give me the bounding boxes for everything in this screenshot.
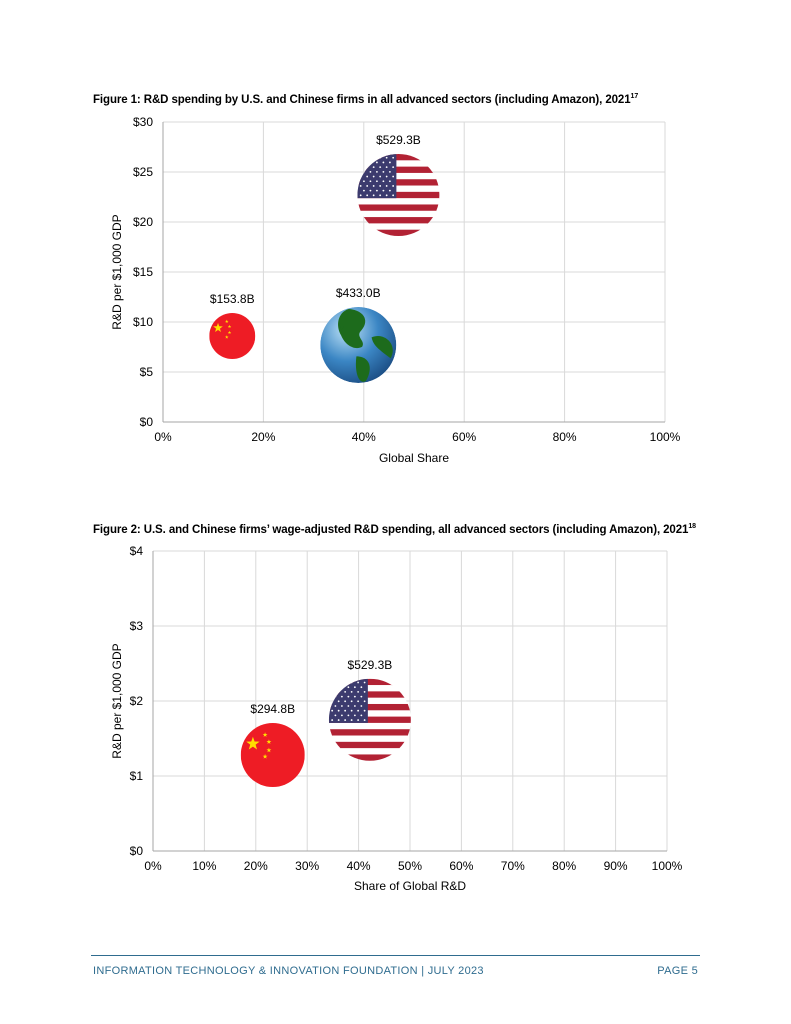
x-tick-label: 30% xyxy=(295,859,319,873)
y-tick-label: $2 xyxy=(130,694,144,708)
footer-page-number: PAGE 5 xyxy=(657,965,698,977)
x-tick-label: 100% xyxy=(650,430,681,444)
x-axis-title: Share of Global R&D xyxy=(354,879,466,893)
figure-2-chart: 0% 10% 20% 30% 40% 50% 60% 70% 80% 90% 100% $0 $1 $2 $… xyxy=(110,544,683,893)
figure-1-chart: 0% 20% 40% 60% 80% 100% $0 $5 $10 $15 $20 $25 $30 Glo… xyxy=(110,115,681,465)
china-flag-icon xyxy=(240,723,305,787)
x-axis-title: Global Share xyxy=(379,451,449,465)
bubble-data-label: $529.3B xyxy=(348,658,393,672)
y-tick-label: $15 xyxy=(133,265,153,279)
y-tick-label: $4 xyxy=(130,544,144,558)
footer-divider xyxy=(91,955,700,956)
x-tick-label: 70% xyxy=(501,859,525,873)
y-tick-label: $0 xyxy=(140,415,154,429)
y-tick-label: $3 xyxy=(130,619,144,633)
bubble-data-label: $294.8B xyxy=(250,702,295,716)
y-tick-label: $1 xyxy=(130,769,144,783)
y-axis-title: R&D per $1,000 GDP xyxy=(110,214,124,329)
x-tick-label: 20% xyxy=(251,430,275,444)
bubble-data-label: $153.8B xyxy=(210,292,255,306)
x-tick-label: 0% xyxy=(144,859,162,873)
y-axis-title: R&D per $1,000 GDP xyxy=(110,643,124,758)
us-flag-icon xyxy=(328,678,411,761)
y-tick-label: $10 xyxy=(133,315,153,329)
x-tick-label: 40% xyxy=(347,859,371,873)
bubble-data-label: $529.3B xyxy=(376,133,421,147)
globe-icon xyxy=(320,307,397,383)
footer-left-text: INFORMATION TECHNOLOGY & INNOVATION FOUN… xyxy=(93,965,484,977)
y-tick-label: $30 xyxy=(133,115,153,129)
x-tick-label: 100% xyxy=(652,859,683,873)
x-tick-label: 90% xyxy=(604,859,628,873)
x-tick-label: 80% xyxy=(552,859,576,873)
x-tick-label: 60% xyxy=(452,430,476,444)
china-flag-icon xyxy=(209,313,256,359)
x-tick-label: 10% xyxy=(192,859,216,873)
x-tick-label: 0% xyxy=(154,430,172,444)
y-tick-label: $20 xyxy=(133,215,153,229)
x-tick-label: 50% xyxy=(398,859,422,873)
x-tick-label: 60% xyxy=(449,859,473,873)
y-tick-label: $0 xyxy=(130,844,144,858)
figure-1-title: Figure 1: R&D spending by U.S. and Chine… xyxy=(93,93,639,106)
x-tick-label: 80% xyxy=(553,430,577,444)
y-tick-label: $5 xyxy=(140,365,154,379)
y-tick-label: $25 xyxy=(133,165,153,179)
bubble-data-label: $433.0B xyxy=(336,286,381,300)
x-tick-label: 40% xyxy=(352,430,376,444)
figure-2-title: Figure 2: U.S. and Chinese firms’ wage-a… xyxy=(93,523,696,536)
x-tick-label: 20% xyxy=(244,859,268,873)
